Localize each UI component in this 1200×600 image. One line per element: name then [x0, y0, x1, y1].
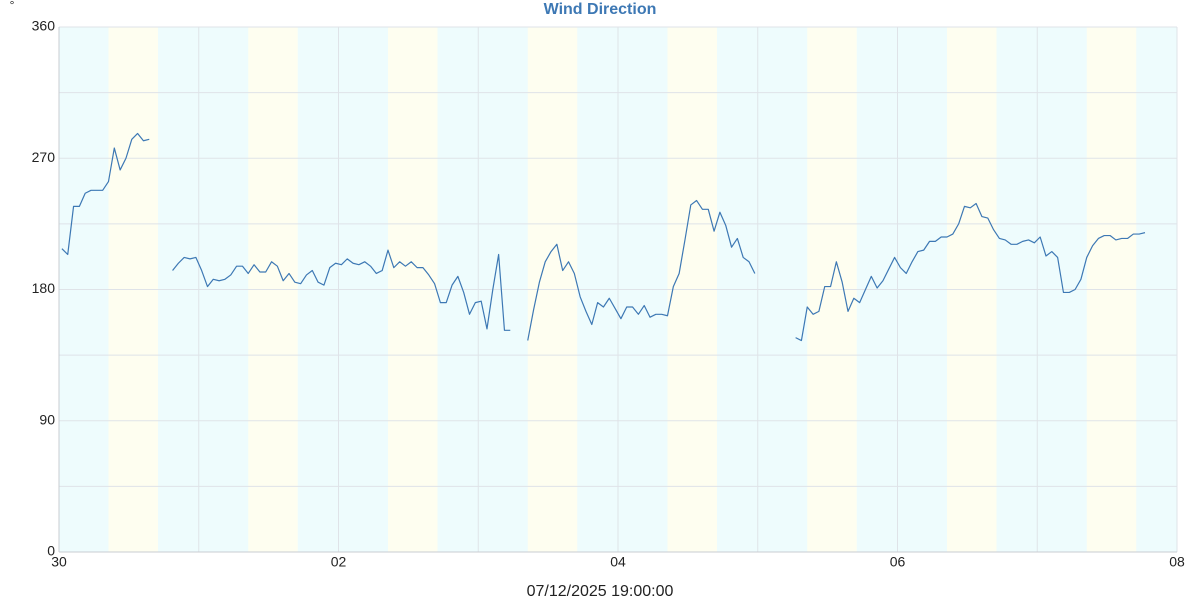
y-tick-label: 360: [32, 18, 56, 34]
x-tick-label: 04: [610, 554, 626, 570]
x-axis-label: 07/12/2025 19:00:00: [527, 583, 674, 600]
x-tick-label: 08: [1169, 554, 1185, 570]
x-tick-label: 30: [51, 554, 67, 570]
x-tick-label: 02: [331, 554, 347, 570]
y-tick-label: 0: [47, 543, 55, 559]
tick-labels: 0 90 180 270 360 30 02 04 06 08: [32, 18, 1185, 570]
y-tick-label: 90: [39, 411, 55, 427]
x-tick-label: 06: [890, 554, 906, 570]
plot: [61, 132, 1146, 342]
grid: [58, 26, 1178, 553]
y-tick-label: 270: [32, 149, 56, 165]
data-line: [61, 132, 1146, 342]
chart-title: Wind Direction: [544, 1, 657, 18]
y-tick-label: 180: [32, 280, 56, 296]
y-unit: °: [10, 0, 15, 12]
